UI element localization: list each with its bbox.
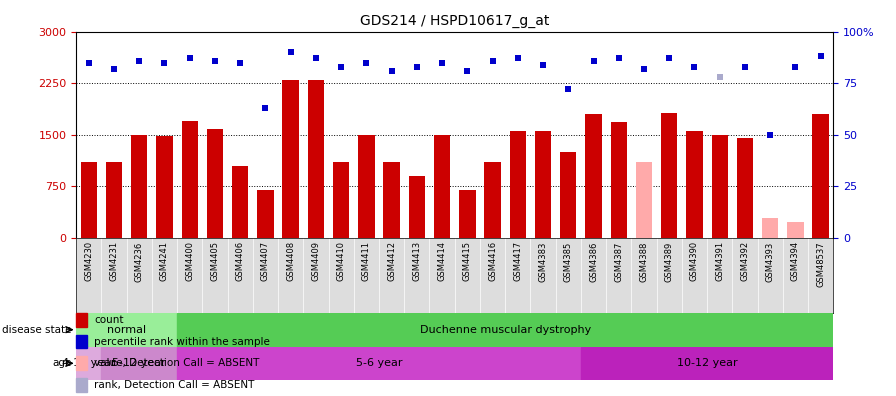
Text: GSM4385: GSM4385 (564, 241, 573, 282)
Bar (711, 135, 728, 238)
Text: count: count (94, 315, 124, 325)
Bar (610, 122, 627, 238)
Bar (106, 162, 122, 238)
Bar (581, 346, 833, 380)
Bar (333, 162, 349, 238)
Text: GSM4230: GSM4230 (84, 241, 93, 282)
Text: Duchenne muscular dystrophy: Duchenne muscular dystrophy (419, 325, 590, 335)
Bar (762, 218, 779, 238)
Bar (76, 313, 177, 346)
Text: GSM4411: GSM4411 (362, 241, 371, 282)
Bar (81, 162, 97, 238)
Text: GSM4412: GSM4412 (387, 241, 396, 282)
Text: percentile rank within the sample: percentile rank within the sample (94, 337, 270, 346)
Text: GSM4389: GSM4389 (665, 241, 674, 282)
Text: GSM4241: GSM4241 (160, 241, 169, 282)
Text: GSM4390: GSM4390 (690, 241, 699, 282)
Text: 5-12 year: 5-12 year (112, 358, 166, 368)
Text: GSM4400: GSM4400 (185, 241, 194, 282)
Text: GSM48537: GSM48537 (816, 241, 825, 287)
Text: GSM4236: GSM4236 (134, 241, 143, 282)
Text: GSM4392: GSM4392 (740, 241, 749, 282)
Text: GSM4413: GSM4413 (412, 241, 421, 282)
Text: GSM4417: GSM4417 (513, 241, 522, 282)
Bar (177, 313, 833, 346)
Bar (535, 131, 551, 238)
Text: GSM4416: GSM4416 (488, 241, 497, 282)
Bar (434, 135, 451, 238)
Text: GSM4415: GSM4415 (463, 241, 472, 282)
Bar (131, 135, 148, 238)
Text: value, Detection Call = ABSENT: value, Detection Call = ABSENT (94, 358, 260, 368)
Text: rank, Detection Call = ABSENT: rank, Detection Call = ABSENT (94, 380, 254, 390)
Text: GSM4406: GSM4406 (236, 241, 245, 282)
Text: GSM4231: GSM4231 (109, 241, 118, 282)
Bar (282, 80, 299, 238)
Bar (813, 114, 829, 238)
Bar (636, 162, 652, 238)
Bar (661, 113, 677, 238)
Text: normal: normal (108, 325, 146, 335)
Bar (232, 166, 248, 238)
Text: disease state: disease state (2, 325, 72, 335)
Text: 10-12 year: 10-12 year (676, 358, 737, 368)
Text: GSM4393: GSM4393 (766, 241, 775, 282)
Bar (686, 131, 702, 238)
Bar (383, 162, 400, 238)
Bar (358, 135, 375, 238)
Text: age: age (52, 358, 72, 368)
Bar (207, 129, 223, 238)
Bar (409, 176, 425, 238)
Bar (585, 114, 602, 238)
Bar (737, 138, 754, 238)
Text: GSM4394: GSM4394 (791, 241, 800, 282)
Bar (459, 190, 476, 238)
Text: GSM4405: GSM4405 (211, 241, 220, 282)
Bar (156, 136, 173, 238)
Text: GSM4387: GSM4387 (615, 241, 624, 282)
Text: 5-6 year: 5-6 year (356, 358, 402, 368)
Title: GDS214 / HSPD10617_g_at: GDS214 / HSPD10617_g_at (360, 14, 549, 28)
Text: GSM4410: GSM4410 (337, 241, 346, 282)
Text: GSM4408: GSM4408 (286, 241, 295, 282)
Bar (788, 223, 804, 238)
Bar (485, 162, 501, 238)
Bar (560, 152, 576, 238)
Text: GSM4383: GSM4383 (538, 241, 547, 282)
Text: 4-13 year: 4-13 year (62, 358, 116, 368)
Bar (257, 190, 273, 238)
Text: GSM4407: GSM4407 (261, 241, 270, 282)
Bar (510, 131, 526, 238)
Text: GSM4391: GSM4391 (715, 241, 724, 282)
Text: GSM4409: GSM4409 (312, 241, 321, 282)
Text: GSM4386: GSM4386 (589, 241, 598, 282)
Text: GSM4414: GSM4414 (437, 241, 446, 282)
Bar (177, 346, 581, 380)
Bar (101, 346, 177, 380)
Text: GSM4388: GSM4388 (640, 241, 649, 282)
Bar (76, 346, 101, 380)
Bar (182, 121, 198, 238)
Bar (307, 80, 324, 238)
